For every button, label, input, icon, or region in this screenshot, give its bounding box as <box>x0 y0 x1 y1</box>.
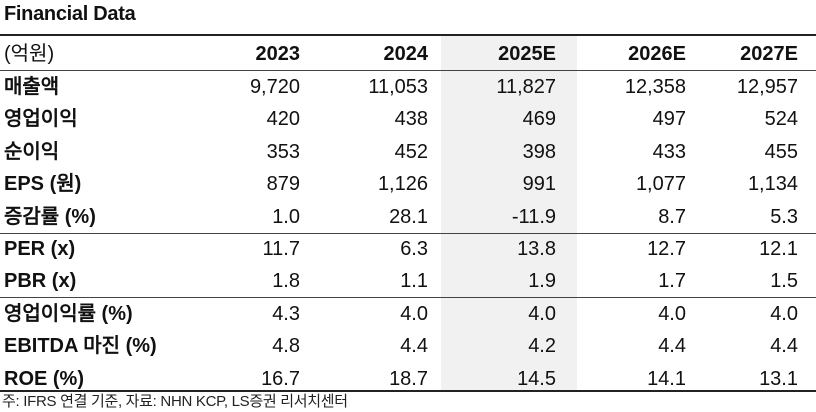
table-cell: 11,053 <box>368 76 428 98</box>
page-title: Financial Data <box>4 3 136 25</box>
table-cell: 4.0 <box>400 302 428 325</box>
table-cell: 1.1 <box>400 270 428 293</box>
source-note: 주: IFRS 연결 기준, 자료: NHN KCP, LS증권 리서치센터 <box>2 393 348 410</box>
table-cell: 6.3 <box>400 238 428 260</box>
table-cell: 438 <box>394 108 428 131</box>
year-header: 2023 <box>255 43 301 65</box>
table-cell: -11.9 <box>511 205 556 228</box>
table-cell: 1.7 <box>658 270 686 293</box>
header-separator <box>0 70 816 71</box>
table-row: 영업이익률 (%) 4.3 4.0 4.0 4.0 4.0 <box>0 298 816 330</box>
unit-label: (억원) <box>4 43 55 65</box>
table-cell: 991 <box>522 173 556 196</box>
table-cell: 4.2 <box>528 335 556 358</box>
table-cell: 16.7 <box>261 367 300 390</box>
table-row: EPS (원) 879 1,126 991 1,077 1,134 <box>0 168 816 200</box>
table-cell: 353 <box>266 140 300 163</box>
table-cell: 4.0 <box>528 302 556 325</box>
table-header-row: (억원) 2023 2024 2025E 2026E 2027E <box>0 38 816 70</box>
year-header: 2026E <box>628 43 686 65</box>
table-cell: 433 <box>652 140 686 163</box>
table-row: PER (x) 11.7 6.3 13.8 12.7 12.1 <box>0 233 816 265</box>
table-cell: 469 <box>522 108 556 131</box>
table-cell: 14.5 <box>517 367 556 390</box>
table-cell: 1.0 <box>272 205 300 228</box>
table-cell: 398 <box>522 140 556 163</box>
table-cell: 12,957 <box>736 76 798 98</box>
table-cell: 28.1 <box>389 205 428 228</box>
group-separator <box>0 297 816 299</box>
table-cell: 452 <box>394 140 428 163</box>
table-cell: 879 <box>266 173 300 196</box>
table-cell: 12,358 <box>624 76 686 98</box>
table-cell: 1.9 <box>528 270 556 293</box>
group-separator <box>0 232 816 234</box>
table-row: 영업이익 420 438 469 497 524 <box>0 103 816 135</box>
row-label: 영업이익 <box>4 108 78 131</box>
table-cell: 1.8 <box>272 270 300 293</box>
table-cell: 1,126 <box>377 173 428 196</box>
table-row: EBITDA 마진 (%) 4.8 4.4 4.2 4.4 4.4 <box>0 330 816 362</box>
table-cell: 11.7 <box>262 238 300 260</box>
table-cell: 5.3 <box>770 205 798 228</box>
row-label: 매출액 <box>4 76 60 98</box>
table-top-rule <box>0 34 816 36</box>
row-label: EPS (원) <box>4 173 82 196</box>
row-label: PER (x) <box>4 238 76 260</box>
table-cell: 12.7 <box>647 238 686 260</box>
table-row: ROE (%) 16.7 18.7 14.5 14.1 13.1 <box>0 363 816 395</box>
year-header: 2024 <box>383 43 429 65</box>
table-cell: 4.4 <box>658 335 686 358</box>
table-cell: 420 <box>266 108 300 131</box>
table-cell: 455 <box>764 140 798 163</box>
table-cell: 4.3 <box>272 302 300 325</box>
table-cell: 13.8 <box>517 238 556 260</box>
row-label: EBITDA 마진 (%) <box>4 335 157 358</box>
table-cell: 9,720 <box>249 76 300 98</box>
table-cell: 13.1 <box>759 367 798 390</box>
table-cell: 4.0 <box>770 302 798 325</box>
table-cell: 497 <box>652 108 686 131</box>
table-cell: 1,077 <box>635 173 686 196</box>
table-cell: 8.7 <box>658 205 686 228</box>
table-cell: 1,134 <box>747 173 798 196</box>
table-cell: 14.1 <box>647 367 686 390</box>
table-cell: 4.0 <box>658 302 686 325</box>
row-label: PBR (x) <box>4 270 77 293</box>
table-cell: 1.5 <box>770 270 798 293</box>
estimate-column-highlight <box>441 36 577 390</box>
table-bottom-rule <box>0 390 816 392</box>
table-cell: 11,827 <box>496 76 556 98</box>
row-label: 순이익 <box>4 140 60 163</box>
table-cell: 18.7 <box>389 367 428 390</box>
year-header: 2025E <box>498 43 556 65</box>
row-label: 영업이익률 (%) <box>4 302 133 325</box>
table-row: PBR (x) 1.8 1.1 1.9 1.7 1.5 <box>0 265 816 297</box>
table-cell: 4.8 <box>272 335 300 358</box>
table-cell: 4.4 <box>400 335 428 358</box>
table-row: 순이익 353 452 398 433 455 <box>0 136 816 168</box>
table-row: 매출액 9,720 11,053 11,827 12,358 12,957 <box>0 71 816 103</box>
table-cell: 524 <box>764 108 798 131</box>
row-label: ROE (%) <box>4 367 84 390</box>
table-cell: 12.1 <box>759 238 798 260</box>
row-label: 증감률 (%) <box>4 205 96 228</box>
table-row: 증감률 (%) 1.0 28.1 -11.9 8.7 5.3 <box>0 201 816 233</box>
table-cell: 4.4 <box>770 335 798 358</box>
year-header: 2027E <box>740 43 798 65</box>
